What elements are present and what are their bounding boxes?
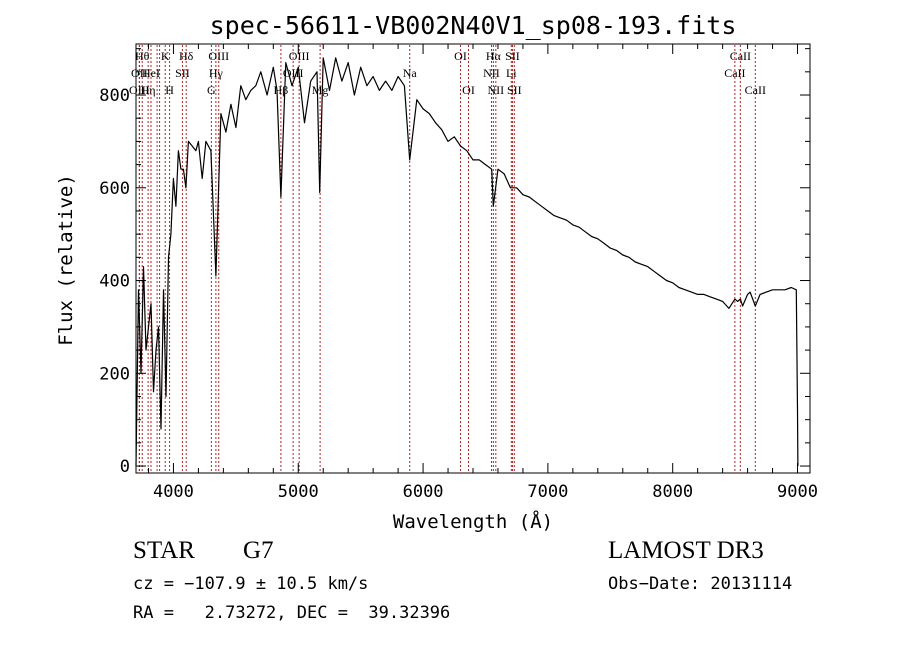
line-marker-label: OI bbox=[454, 49, 467, 63]
y-tick-label: 0 bbox=[120, 457, 130, 477]
line-marker-label: CaII bbox=[745, 83, 766, 97]
line-marker-label: Hη bbox=[141, 83, 156, 97]
x-tick-label: 7000 bbox=[527, 482, 568, 502]
line-marker-label: OIII bbox=[129, 83, 150, 97]
x-axis-label: Wavelength (Å) bbox=[393, 510, 553, 533]
x-tick-label: 6000 bbox=[403, 482, 444, 502]
plot-frame bbox=[135, 43, 811, 474]
x-tick-label: 4000 bbox=[153, 482, 194, 502]
line-marker-label: Li bbox=[506, 66, 517, 80]
line-marker-label: K bbox=[161, 49, 170, 63]
line-marker-label: H bbox=[165, 83, 174, 97]
line-marker-label: SII bbox=[507, 83, 522, 97]
line-marker-label: CaII bbox=[730, 49, 751, 63]
line-marker-label: OIII bbox=[208, 49, 229, 63]
line-marker-label: OIII bbox=[289, 49, 310, 63]
line-markers bbox=[138, 45, 756, 472]
line-marker-label: Na bbox=[403, 66, 418, 80]
line-marker-label: CaII bbox=[724, 66, 745, 80]
y-tick-label: 200 bbox=[99, 364, 130, 384]
line-marker-label: Hγ bbox=[209, 66, 224, 80]
line-marker-label: HeI bbox=[142, 66, 160, 80]
line-marker-label: SII bbox=[175, 66, 190, 80]
flux-series-line bbox=[135, 57, 799, 467]
sky-coordinates: RA = 2.73272, DEC = 39.32396 bbox=[133, 603, 451, 623]
line-marker-label: Hθ bbox=[135, 49, 150, 63]
axis-ticks: 4000 5000 6000 7000 8000 9000 0 200 400 600 800 bbox=[99, 44, 818, 502]
object-subclass: G7 bbox=[243, 537, 274, 564]
line-marker-label: SII bbox=[505, 49, 520, 63]
x-tick-label: 9000 bbox=[777, 482, 818, 502]
redshift-velocity: cz = −107.9 ± 10.5 km/s bbox=[133, 574, 369, 594]
line-marker-label: Mg bbox=[312, 83, 329, 97]
line-marker-label: NII bbox=[488, 83, 505, 97]
y-tick-label: 400 bbox=[99, 272, 130, 292]
survey-name: LAMOST DR3 bbox=[608, 537, 764, 564]
y-axis-label: Flux (relative) bbox=[55, 174, 77, 346]
line-marker-label: G bbox=[207, 83, 216, 97]
line-marker-labels: HθOIIOIIIHηHeIKHSIIHδGHγOIIIHβOIIIOIIIMg… bbox=[129, 49, 766, 97]
line-marker-label: Hα bbox=[486, 49, 502, 63]
line-marker-label: OI bbox=[462, 83, 475, 97]
object-class: STAR bbox=[133, 537, 195, 564]
line-marker-label: NII bbox=[483, 66, 500, 80]
y-tick-label: 800 bbox=[99, 86, 130, 106]
chart-title: spec-56611-VB002N40V1_sp08-193.fits bbox=[210, 11, 737, 40]
line-marker-label: Hδ bbox=[179, 49, 194, 63]
x-tick-label: 8000 bbox=[652, 482, 693, 502]
x-tick-label: 5000 bbox=[278, 482, 319, 502]
line-marker-label: OII bbox=[131, 66, 148, 80]
observation-date: Obs−Date: 20131114 bbox=[608, 574, 793, 594]
y-tick-label: 600 bbox=[99, 179, 130, 199]
